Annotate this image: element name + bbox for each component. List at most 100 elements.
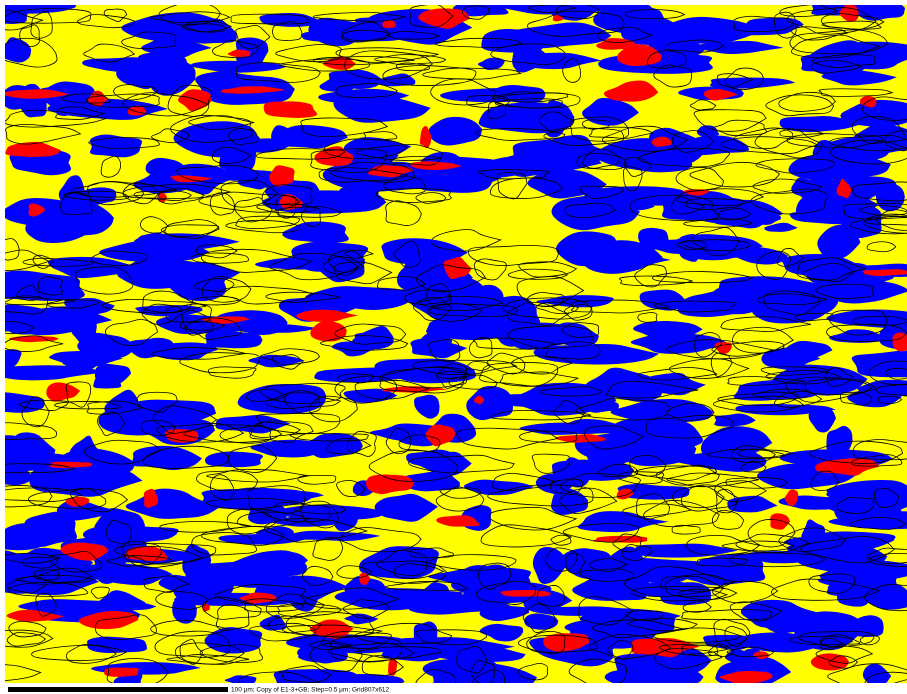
blue-grain	[219, 143, 257, 174]
grain-boundary	[655, 464, 720, 486]
grain-boundary	[479, 362, 559, 387]
grain-boundary	[625, 9, 686, 20]
red-grain	[784, 489, 799, 506]
blue-grain	[875, 183, 905, 212]
grain-boundary	[439, 487, 481, 499]
grain-boundary	[778, 527, 847, 552]
grain-boundary	[431, 229, 502, 252]
grain-boundary	[435, 486, 485, 512]
grain-boundary	[625, 610, 664, 621]
blue-grain	[274, 124, 348, 149]
grain-boundary	[344, 50, 433, 80]
blue-grain	[5, 465, 32, 486]
red-grain	[425, 424, 456, 447]
blue-grain	[241, 323, 318, 333]
grain-boundary	[32, 254, 55, 269]
grain-boundary	[491, 473, 558, 491]
grain-boundary	[555, 5, 601, 20]
grain-boundary	[818, 88, 894, 97]
grain-boundary	[519, 430, 578, 444]
blue-grain	[826, 425, 853, 456]
grain-boundary	[179, 320, 226, 331]
red-grain	[104, 667, 139, 677]
grain-boundary	[312, 536, 344, 561]
blue-grain	[609, 416, 704, 451]
grain-boundary	[87, 181, 144, 206]
blue-grain	[587, 446, 633, 466]
blue-grain	[87, 636, 147, 654]
grain-boundary	[711, 340, 785, 357]
grain-boundary	[422, 67, 522, 80]
blue-grain	[635, 543, 738, 558]
blue-grain	[694, 40, 784, 54]
grain-boundary	[480, 524, 573, 548]
grain-boundary	[826, 323, 907, 343]
blue-grain	[524, 613, 559, 630]
grain-boundary	[516, 276, 585, 307]
grain-boundary	[773, 390, 823, 408]
blue-grain	[278, 530, 381, 541]
grain-boundary	[344, 249, 374, 259]
grain-boundary	[676, 588, 729, 601]
grain-boundary	[152, 405, 218, 434]
grain-boundary	[808, 573, 856, 594]
grain-boundary	[277, 206, 343, 218]
grain-boundary	[550, 534, 572, 546]
blue-grain	[237, 384, 327, 414]
grain-boundary	[740, 460, 767, 473]
grain-boundary	[179, 352, 260, 374]
blue-grain	[282, 221, 349, 243]
grain-boundary	[747, 519, 796, 548]
grain-boundary	[60, 192, 93, 216]
blue-grain	[784, 340, 833, 360]
grain-boundary	[310, 148, 387, 174]
grain-boundary	[612, 533, 642, 553]
grain-boundary	[88, 137, 160, 149]
blue-grain	[130, 445, 203, 471]
blue-grain	[410, 338, 468, 359]
grain-boundary	[151, 128, 190, 144]
grain-boundary	[83, 439, 162, 465]
grain-boundary	[486, 352, 526, 375]
grain-boundary	[37, 567, 92, 583]
grain-boundary	[212, 146, 252, 164]
grain-boundary	[268, 615, 322, 634]
blue-grain	[331, 341, 380, 357]
grain-boundary	[570, 299, 670, 314]
blue-grain	[319, 77, 358, 93]
blue-grain	[5, 523, 50, 551]
grain-boundary	[471, 659, 495, 683]
grain-boundary	[326, 437, 372, 455]
grain-boundary	[165, 303, 212, 323]
blue-grain	[5, 270, 85, 302]
grain-boundary	[46, 299, 99, 309]
grain-boundary	[733, 127, 794, 150]
red-grain	[418, 8, 471, 29]
red-grain	[359, 572, 371, 586]
grain-boundary	[859, 634, 880, 646]
grain-boundary	[428, 338, 461, 363]
grain-boundary	[155, 423, 245, 443]
grain-boundary	[884, 130, 907, 152]
blue-grain	[89, 134, 143, 158]
blue-grain	[617, 483, 690, 500]
grain-boundary	[691, 227, 740, 256]
blue-grain	[152, 260, 205, 273]
grain-boundary	[712, 580, 779, 604]
grain-boundary	[94, 614, 157, 641]
grain-boundary	[714, 480, 767, 502]
blue-grain	[821, 69, 897, 86]
grain-boundary	[334, 375, 398, 404]
grain-boundary	[636, 493, 671, 520]
grain-boundary	[5, 295, 49, 315]
grain-boundary	[219, 424, 271, 444]
blue-grain	[741, 214, 781, 225]
grain-boundary	[5, 463, 75, 474]
grain-boundary	[103, 8, 128, 22]
grain-boundary	[65, 644, 117, 664]
grain-boundary	[654, 300, 737, 313]
grain-boundary	[630, 586, 738, 602]
grain-boundary	[194, 278, 235, 293]
grain-boundary	[448, 374, 498, 390]
grain-boundary	[562, 58, 581, 83]
